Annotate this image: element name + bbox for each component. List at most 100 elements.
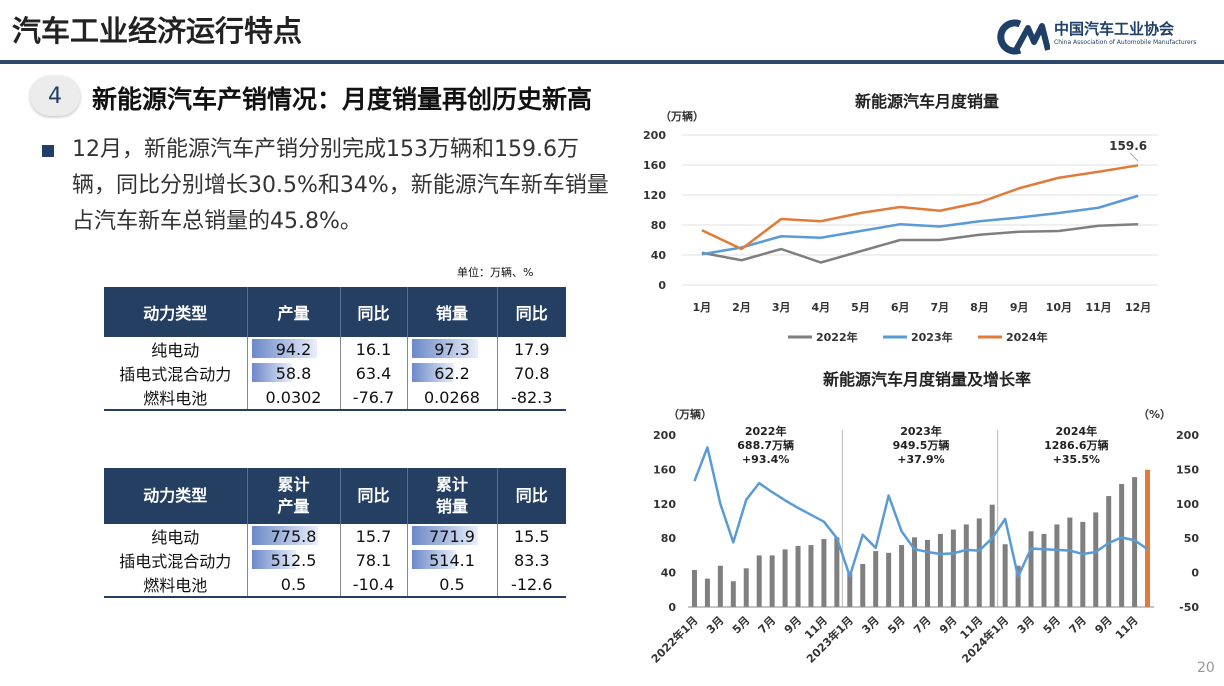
cell-value: 15.7 <box>355 526 392 546</box>
year-annotation-growth: +35.5% <box>1053 453 1100 466</box>
y-tick-label: 40 <box>651 249 667 262</box>
cumulative-production-sales-table: 动力类型 累计 产量 同比 累计 销量 同比 纯电动 775.8 15.7 771.9 15.5… <box>104 468 566 598</box>
y-tick-label: 160 <box>653 463 676 476</box>
data-bar <box>411 526 478 545</box>
y-tick-label: 120 <box>643 189 666 202</box>
x-tick-label: 5月 <box>730 614 752 636</box>
bar <box>1028 531 1034 607</box>
data-bar <box>411 339 478 358</box>
x-tick-label: 5月 <box>851 301 870 314</box>
x-tick-label: 2022年1月 <box>648 613 701 666</box>
cell-value: 512.5 <box>270 550 317 570</box>
y-tick-label: 0 <box>668 601 676 614</box>
x-tick-label: 9月 <box>782 614 804 636</box>
bar <box>912 537 918 607</box>
year-annotation-year: 2024年 <box>1056 424 1098 438</box>
legend-label: 2022年 <box>816 330 858 344</box>
annotation-leader-line <box>1129 152 1139 162</box>
year-annotation-total: 688.7万辆 <box>737 438 794 452</box>
x-tick-label: 6月 <box>891 301 910 314</box>
y-tick-label: 200 <box>653 429 676 442</box>
bar <box>937 533 943 607</box>
cell-value: 775.8 <box>270 526 317 546</box>
cell-value: 纯电动 <box>151 528 200 547</box>
table-cell: 插电式混合动力 <box>104 548 248 572</box>
x-tick-label: 11月 <box>1085 301 1111 314</box>
cell-value: 16.1 <box>355 339 392 359</box>
bar <box>834 537 840 607</box>
cell-value: 771.9 <box>429 526 475 546</box>
table-cell: 0.5 <box>407 572 498 598</box>
year-annotation-growth: +93.4% <box>742 453 789 466</box>
bar <box>899 545 905 607</box>
year-annotation-year: 2022年 <box>745 424 787 438</box>
growth-rate-line <box>693 446 1149 578</box>
y-right-tick-label: 0 <box>1191 567 1199 580</box>
bar <box>782 549 788 607</box>
table-cell: 16.1 <box>340 337 408 361</box>
cell-value: -82.3 <box>511 387 553 407</box>
annotation-label: 159.6 <box>1109 139 1147 153</box>
legend-label: 2023年 <box>911 330 953 344</box>
x-tick-label: 7月 <box>756 614 778 636</box>
bar <box>691 570 697 607</box>
data-bar <box>411 550 456 569</box>
bullet-square-icon <box>42 145 54 157</box>
cell-value: 58.8 <box>275 363 312 383</box>
table-cell: 62.2 <box>407 361 498 385</box>
y-tick-label: 0 <box>658 279 666 292</box>
table-row: 燃料电池 0.5 -10.4 0.5 -12.6 <box>104 572 566 598</box>
cell-value: 514.1 <box>429 550 475 570</box>
cell-value: 94.2 <box>275 339 312 359</box>
y-tick-label: 120 <box>653 498 676 511</box>
table-cell: -82.3 <box>497 385 566 411</box>
bar <box>1106 496 1112 607</box>
table-cell: 514.1 <box>407 548 498 572</box>
table-row: 纯电动 94.2 16.1 97.3 17.9 <box>104 337 566 361</box>
x-tick-label: 2月 <box>732 301 751 314</box>
x-tick-label: 3月 <box>859 614 881 636</box>
table-cell: 58.8 <box>247 361 341 385</box>
chart-title: 新能源汽车月度销量及增长率 <box>823 370 1031 389</box>
x-tick-label: 9月 <box>937 614 959 636</box>
table-cell: 83.3 <box>497 548 566 572</box>
table-cell: 15.5 <box>497 524 566 548</box>
column-header: 同比 <box>497 287 566 337</box>
y-tick-label: 80 <box>651 219 667 232</box>
association-logo: 中国汽车工业协会 China Association of Automobile… <box>990 16 1220 56</box>
data-bar <box>251 363 292 382</box>
table-cell: 纯电动 <box>104 337 248 361</box>
cell-value: 15.5 <box>513 526 550 546</box>
table-row: 插电式混合动力 58.8 63.4 62.2 70.8 <box>104 361 566 385</box>
y-right-axis-unit-label: （%） <box>1138 408 1171 421</box>
x-tick-label: 9月 <box>1010 301 1029 314</box>
x-tick-label: 3月 <box>772 301 791 314</box>
bar <box>704 578 710 607</box>
page-number: 20 <box>1197 660 1215 676</box>
monthly-sales-line-chart: 新能源汽车月度销量 （万辆） 0 40 80 120 160 200 1月 2月 3月 4月 5月 6月 7… <box>643 92 1158 344</box>
table-cell: 纯电动 <box>104 524 248 548</box>
year-annotation-total: 949.5万辆 <box>893 438 950 452</box>
table-cell: 94.2 <box>247 337 341 361</box>
column-header: 同比 <box>497 468 566 524</box>
bar <box>795 545 801 607</box>
x-tick-label: 7月 <box>931 301 950 314</box>
bar <box>873 551 879 607</box>
cell-value: -76.7 <box>352 387 395 407</box>
x-tick-label: 7月 <box>1067 614 1089 636</box>
table-cell: 17.9 <box>497 337 566 361</box>
y-tick-label: 200 <box>643 129 666 142</box>
x-tick-label: 4月 <box>812 301 831 314</box>
column-header: 累计 销量 <box>407 468 498 524</box>
cell-value: 插电式混合动力 <box>119 552 232 571</box>
x-tick-label: 12月 <box>1125 301 1151 314</box>
column-header: 同比 <box>340 287 408 337</box>
monthly-sales-growth-combo-chart: 新能源汽车月度销量及增长率 （万辆） （%） 0 40 80 120 160 200 -50 0 50… <box>648 370 1199 666</box>
bar <box>924 539 930 607</box>
bar <box>1054 524 1060 607</box>
table-header-row: 动力类型 累计 产量 同比 累计 销量 同比 <box>104 468 566 524</box>
cell-value: -12.6 <box>511 574 553 594</box>
x-tick-label: 11月 <box>1113 614 1141 642</box>
table-cell: 0.5 <box>247 572 341 598</box>
table-header-row: 动力类型 产量 同比 销量 同比 <box>104 287 566 337</box>
